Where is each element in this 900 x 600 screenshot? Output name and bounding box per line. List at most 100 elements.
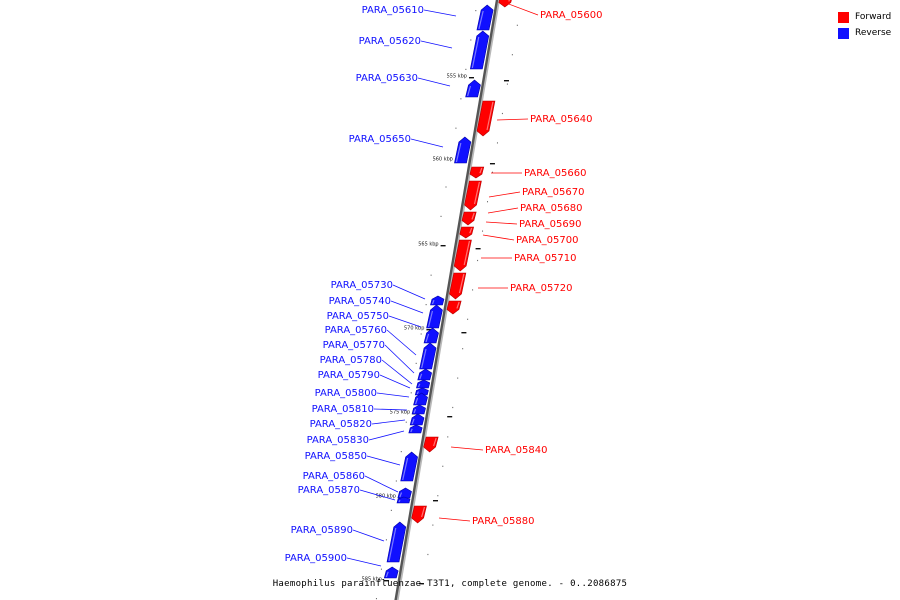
gene-para-05740[interactable] bbox=[426, 304, 443, 329]
gene-arrow[interactable] bbox=[423, 436, 439, 453]
gene-label[interactable]: PARA_05870 bbox=[298, 485, 360, 496]
gene-label[interactable]: PARA_05770 bbox=[323, 340, 385, 351]
gene-para-05640[interactable] bbox=[476, 100, 496, 137]
gene-para-05710[interactable] bbox=[449, 272, 467, 300]
gene-label[interactable]: PARA_05630 bbox=[356, 73, 418, 84]
gene-arrow[interactable] bbox=[408, 424, 423, 434]
gene-arrow[interactable] bbox=[498, 0, 513, 8]
gene-label[interactable]: PARA_05600 bbox=[540, 10, 602, 21]
minor-tick bbox=[427, 553, 429, 556]
gene-label[interactable]: PARA_05720 bbox=[510, 283, 572, 294]
gene-label[interactable]: PARA_05780 bbox=[320, 355, 382, 366]
gene-arrow[interactable] bbox=[465, 79, 481, 98]
gene-para-05700[interactable] bbox=[453, 239, 472, 272]
gene-highlight bbox=[416, 391, 419, 395]
gene-para-05650[interactable] bbox=[454, 136, 472, 164]
gene-label[interactable]: PARA_05640 bbox=[530, 114, 592, 125]
gene-leader-line bbox=[423, 9, 457, 17]
major-tick-right bbox=[475, 248, 481, 250]
minor-tick bbox=[511, 54, 513, 56]
gene-label[interactable]: PARA_05670 bbox=[522, 187, 584, 198]
gene-label[interactable]: PARA_05840 bbox=[485, 445, 547, 456]
gene-para-05780[interactable] bbox=[416, 379, 431, 389]
gene-arrow[interactable] bbox=[400, 451, 418, 482]
gene-label[interactable]: PARA_05710 bbox=[514, 253, 576, 264]
gene-para-05620[interactable] bbox=[469, 30, 490, 70]
major-tick-right bbox=[489, 163, 495, 165]
gene-para-05750[interactable] bbox=[423, 327, 439, 344]
gene-arrow[interactable] bbox=[461, 211, 477, 226]
gene-arrow[interactable] bbox=[476, 100, 496, 137]
gene-label[interactable]: PARA_05750 bbox=[327, 311, 389, 322]
gene-highlight bbox=[421, 348, 427, 369]
gene-para-05660[interactable] bbox=[469, 166, 485, 179]
gene-para-05630[interactable] bbox=[465, 79, 481, 98]
gene-arrow[interactable] bbox=[411, 505, 427, 524]
gene-label[interactable]: PARA_05900 bbox=[285, 553, 347, 564]
minor-tick bbox=[430, 274, 432, 276]
gene-para-05840[interactable] bbox=[423, 436, 439, 453]
gene-arrow[interactable] bbox=[476, 4, 494, 31]
gene-arrow[interactable] bbox=[449, 272, 467, 300]
gene-para-05610[interactable] bbox=[476, 4, 494, 31]
gene-para-05810[interactable] bbox=[411, 404, 426, 415]
minor-tick bbox=[405, 421, 407, 423]
gene-arrow[interactable] bbox=[459, 226, 475, 239]
gene-highlight bbox=[455, 142, 462, 163]
gene-arrow[interactable] bbox=[396, 496, 411, 504]
gene-para-05720[interactable] bbox=[446, 300, 462, 315]
gene-arrow[interactable] bbox=[446, 300, 462, 315]
gene-label[interactable]: PARA_05890 bbox=[291, 525, 353, 536]
gene-para-05670[interactable] bbox=[464, 180, 482, 211]
gene-label[interactable]: PARA_05680 bbox=[520, 203, 582, 214]
gene-label[interactable]: PARA_05880 bbox=[472, 516, 534, 527]
gene-arrow[interactable] bbox=[454, 136, 472, 164]
gene-para-05690[interactable] bbox=[459, 226, 475, 239]
minor-tick bbox=[435, 245, 437, 247]
gene-para-05870[interactable] bbox=[396, 496, 411, 504]
gene-para-05730[interactable] bbox=[430, 295, 445, 306]
gene-arrow[interactable] bbox=[386, 521, 407, 563]
gene-label[interactable]: PARA_05800 bbox=[315, 388, 377, 399]
minor-tick bbox=[375, 598, 377, 600]
gene-label[interactable]: PARA_05860 bbox=[303, 471, 365, 482]
gene-label[interactable]: PARA_05790 bbox=[318, 370, 380, 381]
gene-label[interactable]: PARA_05760 bbox=[325, 325, 387, 336]
minor-tick bbox=[491, 171, 493, 173]
gene-para-05850[interactable] bbox=[400, 451, 418, 482]
gene-para-05770[interactable] bbox=[417, 368, 432, 381]
gene-label[interactable]: PARA_05700 bbox=[516, 235, 578, 246]
gene-arrow[interactable] bbox=[469, 166, 485, 179]
gene-para-05760[interactable] bbox=[419, 342, 437, 370]
gene-label[interactable]: PARA_05830 bbox=[307, 435, 369, 446]
gene-label[interactable]: PARA_05820 bbox=[310, 419, 372, 430]
gene-para-05890[interactable] bbox=[386, 521, 407, 563]
gene-para-05820[interactable] bbox=[409, 413, 425, 426]
gene-para-05830[interactable] bbox=[408, 424, 423, 434]
gene-arrow[interactable] bbox=[383, 566, 399, 579]
gene-label[interactable]: PARA_05690 bbox=[519, 219, 581, 230]
gene-label[interactable]: PARA_05850 bbox=[305, 451, 367, 462]
gene-label[interactable]: PARA_05610 bbox=[362, 5, 424, 16]
gene-label[interactable]: PARA_05620 bbox=[359, 36, 421, 47]
gene-label[interactable]: PARA_05660 bbox=[524, 168, 586, 179]
gene-arrow[interactable] bbox=[469, 30, 490, 70]
gene-leader-line bbox=[386, 329, 417, 356]
gene-label[interactable]: PARA_05740 bbox=[329, 296, 391, 307]
minor-tick bbox=[380, 568, 382, 570]
gene-para-05900[interactable] bbox=[383, 566, 399, 579]
gene-para-05600[interactable] bbox=[498, 0, 513, 8]
tick-label: 575 kbp bbox=[390, 410, 410, 416]
gene-para-05800[interactable] bbox=[413, 392, 428, 406]
minor-tick bbox=[425, 304, 427, 306]
gene-leader-line bbox=[379, 374, 411, 389]
gene-arrow[interactable] bbox=[464, 180, 482, 211]
gene-para-05880[interactable] bbox=[411, 505, 427, 524]
gene-label[interactable]: PARA_05810 bbox=[312, 404, 374, 415]
gene-label[interactable]: PARA_05650 bbox=[349, 134, 411, 145]
gene-arrow[interactable] bbox=[453, 239, 472, 272]
gene-para-05860[interactable] bbox=[397, 487, 412, 499]
gene-para-05680[interactable] bbox=[461, 211, 477, 226]
legend-reverse: Reverse bbox=[838, 25, 891, 41]
gene-label[interactable]: PARA_05730 bbox=[331, 280, 393, 291]
